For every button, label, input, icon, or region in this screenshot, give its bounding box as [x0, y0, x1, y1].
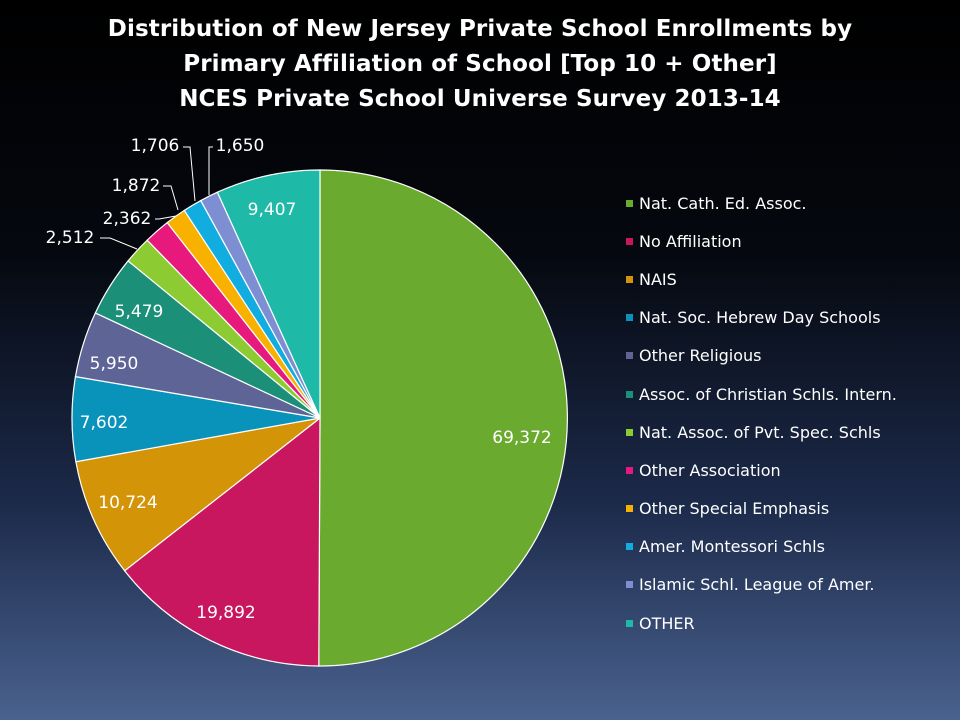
legend-item-1: Nat. Cath. Ed. Assoc.	[626, 184, 897, 222]
data-label-3: 10,724	[98, 493, 157, 513]
data-label-6: 5,479	[115, 302, 164, 322]
leader-line-10	[183, 146, 196, 202]
legend-item-10: Amer. Montessori Schls	[626, 528, 897, 566]
legend-label: Islamic Schl. League of Amer.	[639, 575, 875, 595]
leader-line-8	[155, 215, 177, 220]
pie-slice-12	[216, 169, 321, 419]
data-label-12: 9,407	[248, 200, 297, 220]
legend-item-6: Assoc. of Christian Schls. Intern.	[626, 375, 897, 413]
legend-item-11: Islamic Schl. League of Amer.	[626, 566, 897, 604]
data-label-4: 7,602	[80, 413, 129, 433]
legend-label: Assoc. of Christian Schls. Intern.	[639, 384, 897, 404]
legend-label: No Affiliation	[639, 231, 742, 251]
legend-item-9: Other Special Emphasis	[626, 490, 897, 528]
legend-item-5: Other Religious	[626, 337, 897, 375]
chart-title-line-2: Primary Affiliation of School [Top 10 + …	[183, 51, 777, 77]
leader-line-11	[208, 146, 213, 195]
leader-line-9	[163, 185, 179, 211]
legend-item-2: No Affiliation	[626, 222, 897, 260]
legend-item-12: OTHER	[626, 604, 897, 642]
leader-line-7	[100, 237, 138, 250]
legend-swatch	[626, 428, 633, 436]
legend-label: Amer. Montessori Schls	[639, 537, 825, 557]
legend-label: Nat. Assoc. of Pvt. Spec. Schls	[639, 422, 881, 442]
legend-swatch	[626, 466, 633, 474]
pie-slice-1	[318, 169, 568, 667]
legend-label: Other Association	[639, 460, 781, 480]
legend-swatch	[626, 619, 633, 627]
legend-label: NAIS	[639, 269, 677, 289]
legend-label: Nat. Soc. Hebrew Day Schools	[639, 308, 881, 328]
legend-swatch	[626, 199, 633, 207]
data-label-1: 69,372	[492, 428, 551, 448]
legend-item-4: Nat. Soc. Hebrew Day Schools	[626, 299, 897, 337]
data-label-10: 1,706	[131, 136, 180, 156]
legend-label: OTHER	[639, 613, 695, 633]
data-label-9: 1,872	[112, 176, 161, 196]
legend-swatch	[626, 543, 633, 551]
legend-swatch	[626, 237, 633, 245]
legend-swatch	[626, 314, 633, 322]
data-label-5: 5,950	[90, 354, 139, 374]
chart-title-line-3: NCES Private School Universe Survey 2013…	[179, 86, 781, 112]
legend-swatch	[626, 505, 633, 513]
legend-swatch	[626, 275, 633, 283]
chart-title: Distribution of New Jersey Private Schoo…	[0, 12, 960, 117]
data-label-7: 2,512	[46, 228, 95, 248]
chart-title-line-1: Distribution of New Jersey Private Schoo…	[107, 16, 853, 42]
legend-swatch	[626, 390, 633, 398]
data-label-8: 2,362	[103, 209, 152, 229]
pie-slice-3	[75, 417, 321, 572]
legend-swatch	[626, 352, 633, 360]
data-label-2: 19,892	[196, 603, 255, 623]
legend-item-7: Nat. Assoc. of Pvt. Spec. Schls	[626, 413, 897, 451]
legend-label: Nat. Cath. Ed. Assoc.	[639, 193, 807, 213]
legend-label: Other Religious	[639, 346, 762, 366]
legend-item-8: Other Association	[626, 451, 897, 489]
legend-label: Other Special Emphasis	[639, 499, 830, 519]
pie-slice-2	[123, 416, 321, 667]
legend-item-3: NAIS	[626, 260, 897, 298]
data-label-11: 1,650	[216, 136, 265, 156]
chart-legend: Nat. Cath. Ed. Assoc. No Affiliation NAIS N…	[626, 184, 897, 642]
legend-swatch	[626, 581, 633, 589]
